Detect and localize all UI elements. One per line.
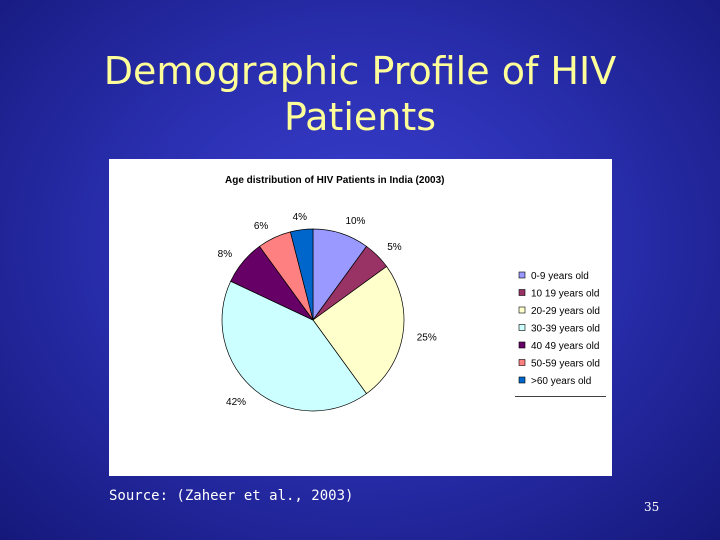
legend-label-4: 40 49 years old: [531, 341, 599, 352]
legend-swatch-6: [518, 376, 526, 384]
legend-label-5: 50-59 years old: [531, 359, 600, 370]
legend-label-6: >60 years old: [531, 376, 591, 387]
pie-label-3: 42%: [226, 397, 246, 408]
page-number: 35: [644, 500, 660, 514]
legend-swatch-1: [518, 289, 526, 296]
legend-swatch-5: [518, 359, 526, 366]
legend-label-3: 30-39 years old: [531, 324, 600, 335]
pie-label-2: 25%: [417, 332, 437, 343]
legend: 0-9 years old 10 19 years old 20-29 years …: [515, 271, 606, 397]
pie-label-0: 10%: [345, 216, 365, 227]
legend-swatch-3: [518, 324, 526, 331]
legend-swatch-4: [518, 341, 526, 349]
legend-swatch-2: [518, 306, 526, 314]
pie-slice-3: [221, 280, 367, 412]
pie-label-4: 8%: [218, 249, 233, 260]
pie-slice-6: [289, 228, 314, 321]
legend-label-2: 20-29 years old: [531, 306, 600, 317]
pie-chart: Age distribution of HIV Patients in Indi…: [218, 175, 606, 412]
pie-label-6: 4%: [293, 212, 308, 223]
chart-title: Age distribution of HIV Patients in Indi…: [225, 175, 444, 186]
source-note: Source: (Zaheer et al., 2003): [109, 488, 354, 504]
legend-swatch-0: [518, 271, 526, 279]
chart-panel: Age distribution of HIV Patients in Indi…: [109, 159, 612, 476]
pie-slice-2: [312, 266, 405, 395]
legend-label-1: 10 19 years old: [531, 289, 599, 300]
pie-label-1: 5%: [387, 242, 402, 253]
pie-label-5: 6%: [254, 221, 269, 232]
legend-label-0: 0-9 years old: [531, 271, 589, 282]
slide-title: Demographic Profile of HIV Patients: [103, 49, 617, 139]
